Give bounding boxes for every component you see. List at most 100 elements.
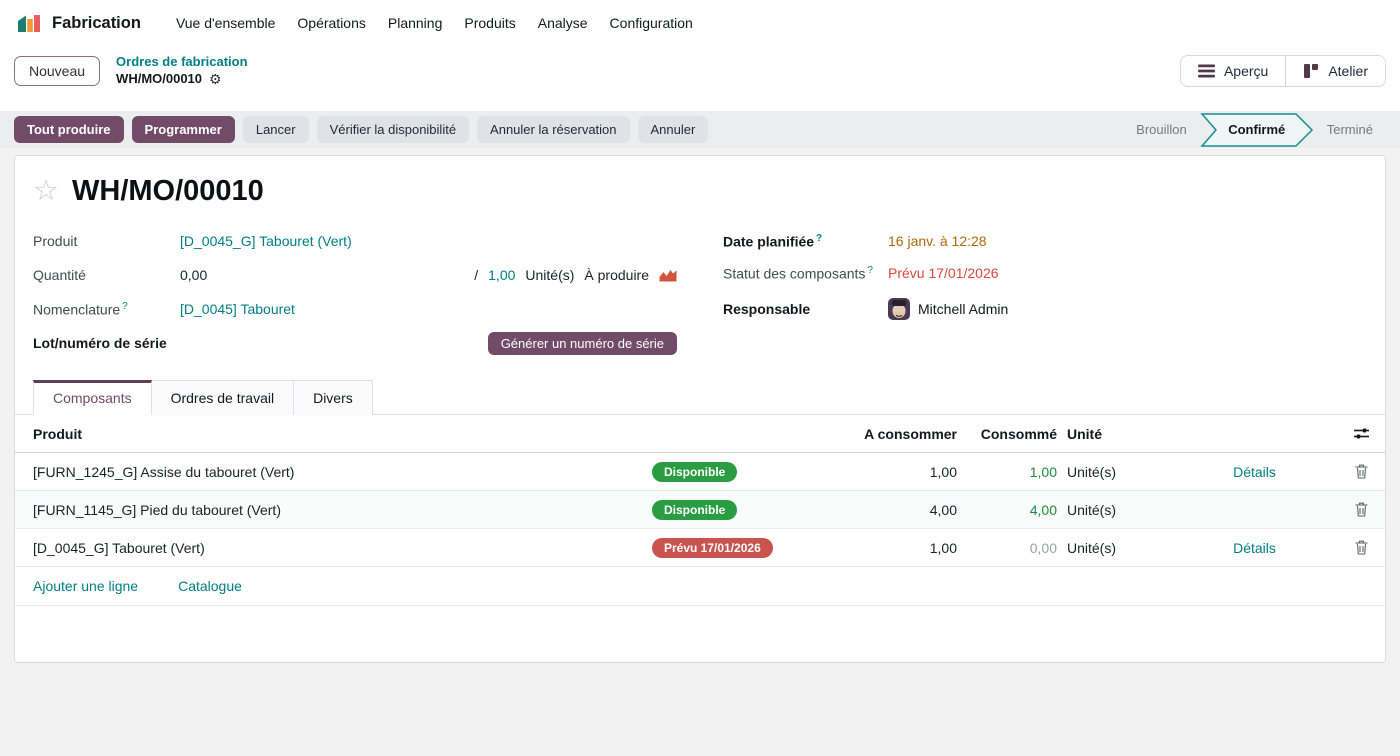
row-produit[interactable]: [FURN_1245_G] Assise du tabouret (Vert) xyxy=(33,463,295,480)
breadcrumb-parent-link[interactable]: Ordres de fabrication xyxy=(116,54,248,70)
delete-row-icon[interactable] xyxy=(1353,538,1370,557)
produit-value-link[interactable]: [D_0045_G] Tabouret (Vert) xyxy=(180,233,352,249)
app-name[interactable]: Fabrication xyxy=(52,13,141,32)
delete-row-icon[interactable] xyxy=(1353,462,1370,481)
row-produit[interactable]: [D_0045_G] Tabouret (Vert) xyxy=(33,539,205,556)
page-title: WH/MO/00010 xyxy=(72,175,264,207)
row-consomme[interactable]: 0,00 xyxy=(1029,539,1057,556)
field-produit: Produit [D_0045_G] Tabouret (Vert) xyxy=(33,224,677,258)
field-quantite: Quantité 0,00 / 1,00 Unité(s) À produire xyxy=(33,258,677,292)
tab-divers[interactable]: Divers xyxy=(294,380,373,415)
nav-item-planning[interactable]: Planning xyxy=(387,15,443,31)
nav-item-configuration[interactable]: Configuration xyxy=(609,15,693,31)
row-a-consommer[interactable]: 1,00 xyxy=(929,539,957,556)
favorite-star-icon[interactable]: ☆ xyxy=(33,175,59,207)
cancel-button[interactable]: Annuler xyxy=(637,116,709,143)
nav-item-operations[interactable]: Opérations xyxy=(297,15,366,31)
header-produit: Produit xyxy=(33,425,82,442)
list-icon xyxy=(1197,64,1215,78)
forecast-chart-icon[interactable] xyxy=(659,268,677,282)
top-gap xyxy=(0,96,1400,111)
breadcrumb-current: WH/MO/00010 xyxy=(116,71,203,86)
lot-label: Lot/numéro de série xyxy=(33,335,167,351)
content-area: ☆ WH/MO/00010 Produit [D_0045_G] Taboure… xyxy=(0,148,1400,756)
top-zone: Fabrication Vue d'ensemble Opérations Pl… xyxy=(0,0,1400,111)
nav-item-analyse[interactable]: Analyse xyxy=(537,15,588,31)
header-unite: Unité xyxy=(1067,425,1102,442)
shopfloor-view-button[interactable]: Atelier xyxy=(1285,56,1385,86)
tab-ordres-de-travail[interactable]: Ordres de travail xyxy=(151,380,295,415)
row-a-consommer[interactable]: 4,00 xyxy=(929,501,957,518)
field-statut-composants: Statut des composants? Prévu 17/01/2026 xyxy=(723,258,1367,292)
launch-button[interactable]: Lancer xyxy=(242,116,309,143)
row-consomme[interactable]: 4,00 xyxy=(1029,501,1057,518)
catalogue-link[interactable]: Catalogue xyxy=(178,578,242,594)
row-consomme[interactable]: 1,00 xyxy=(1029,463,1057,480)
manufacturing-app-icon[interactable] xyxy=(16,11,43,35)
help-icon[interactable]: ? xyxy=(816,232,823,244)
responsable-value[interactable]: Mitchell Admin xyxy=(918,301,1009,317)
schedule-button[interactable]: Programmer xyxy=(131,116,235,143)
overview-view-button[interactable]: Aperçu xyxy=(1180,56,1286,86)
breadcrumb-row: Nouveau Ordres de fabrication WH/MO/0001… xyxy=(0,46,1400,96)
field-column-right: Date planifiée? 16 janv. à 12:28 Statut … xyxy=(723,224,1367,360)
availability-badge: Disponible xyxy=(652,499,738,520)
help-icon[interactable]: ? xyxy=(867,265,873,276)
state-confirmed[interactable]: Confirmé xyxy=(1200,112,1314,147)
quantite-total-link[interactable]: 1,00 xyxy=(488,267,516,283)
quantite-uom[interactable]: Unité(s) xyxy=(525,267,575,283)
row-unite[interactable]: Unité(s) xyxy=(1067,501,1117,518)
quantite-input-value[interactable]: 0,00 xyxy=(180,267,208,283)
settings-gear-icon[interactable]: ⚙ xyxy=(209,71,222,88)
nav-item-vue-densemble[interactable]: Vue d'ensemble xyxy=(175,15,276,31)
produit-label: Produit xyxy=(33,233,78,249)
responsable-label: Responsable xyxy=(723,301,811,317)
row-unite[interactable]: Unité(s) xyxy=(1067,539,1117,556)
notebook-tabs: Composants Ordres de travail Divers xyxy=(15,380,1385,416)
state-done[interactable]: Terminé xyxy=(1326,122,1373,137)
field-lot: Lot/numéro de série Générer un numéro de… xyxy=(33,326,677,360)
add-line-link[interactable]: Ajouter une ligne xyxy=(33,578,139,594)
details-link[interactable]: Détails xyxy=(1233,539,1276,556)
field-responsable: Responsable xyxy=(723,292,1367,326)
table-body: [FURN_1245_G] Assise du tabouret (Vert) … xyxy=(15,453,1385,567)
statut-composants-label: Statut des composants? xyxy=(723,265,873,282)
nav-item-produits[interactable]: Produits xyxy=(464,15,516,31)
sheet-empty-space xyxy=(15,606,1385,662)
table-header: Produit A consommer Consommé Unité xyxy=(15,415,1385,453)
main-nav: Fabrication Vue d'ensemble Opérations Pl… xyxy=(0,0,1400,46)
check-availability-button[interactable]: Vérifier la disponibilité xyxy=(316,116,470,143)
help-icon[interactable]: ? xyxy=(122,300,128,312)
row-produit[interactable]: [FURN_1145_G] Pied du tabouret (Vert) xyxy=(33,501,281,518)
nomenclature-label: Nomenclature? xyxy=(33,300,128,318)
tab-composants[interactable]: Composants xyxy=(33,380,152,416)
shopfloor-view-label: Atelier xyxy=(1328,63,1368,79)
table-row[interactable]: [FURN_1245_G] Assise du tabouret (Vert) … xyxy=(15,453,1385,491)
table-row[interactable]: [FURN_1145_G] Pied du tabouret (Vert) Di… xyxy=(15,491,1385,529)
state-arrow-shape xyxy=(1200,112,1313,147)
date-planifiee-value[interactable]: 16 janv. à 12:28 xyxy=(888,233,987,249)
availability-badge: Disponible xyxy=(652,461,738,482)
state-draft[interactable]: Brouillon xyxy=(1136,122,1187,137)
responsable-avatar xyxy=(888,298,910,320)
header-a-consommer: A consommer xyxy=(864,425,957,442)
state-pipeline: Brouillon Confirmé Terminé xyxy=(1123,112,1386,147)
components-table: Produit A consommer Consommé Unité xyxy=(15,415,1385,606)
optional-columns-icon[interactable] xyxy=(1351,424,1372,443)
row-unite[interactable]: Unité(s) xyxy=(1067,463,1117,480)
delete-row-icon[interactable] xyxy=(1353,500,1370,519)
new-button[interactable]: Nouveau xyxy=(14,56,101,86)
availability-badge: Prévu 17/01/2026 xyxy=(652,537,773,558)
table-row[interactable]: [D_0045_G] Tabouret (Vert) Prévu 17/01/2… xyxy=(15,529,1385,567)
field-date-planifiee: Date planifiée? 16 janv. à 12:28 xyxy=(723,224,1367,258)
nomenclature-value-link[interactable]: [D_0045] Tabouret xyxy=(180,301,295,317)
header-consomme: Consommé xyxy=(980,425,1057,442)
statut-composants-value: Prévu 17/01/2026 xyxy=(888,265,999,281)
produce-all-button[interactable]: Tout produire xyxy=(14,116,124,143)
form-sheet: ☆ WH/MO/00010 Produit [D_0045_G] Taboure… xyxy=(14,155,1386,663)
row-a-consommer[interactable]: 1,00 xyxy=(929,463,957,480)
details-link[interactable]: Détails xyxy=(1233,463,1276,480)
generate-serial-button[interactable]: Générer un numéro de série xyxy=(487,331,677,355)
unreserve-button[interactable]: Annuler la réservation xyxy=(477,116,630,143)
field-grid: Produit [D_0045_G] Tabouret (Vert) Quant… xyxy=(15,212,1385,360)
